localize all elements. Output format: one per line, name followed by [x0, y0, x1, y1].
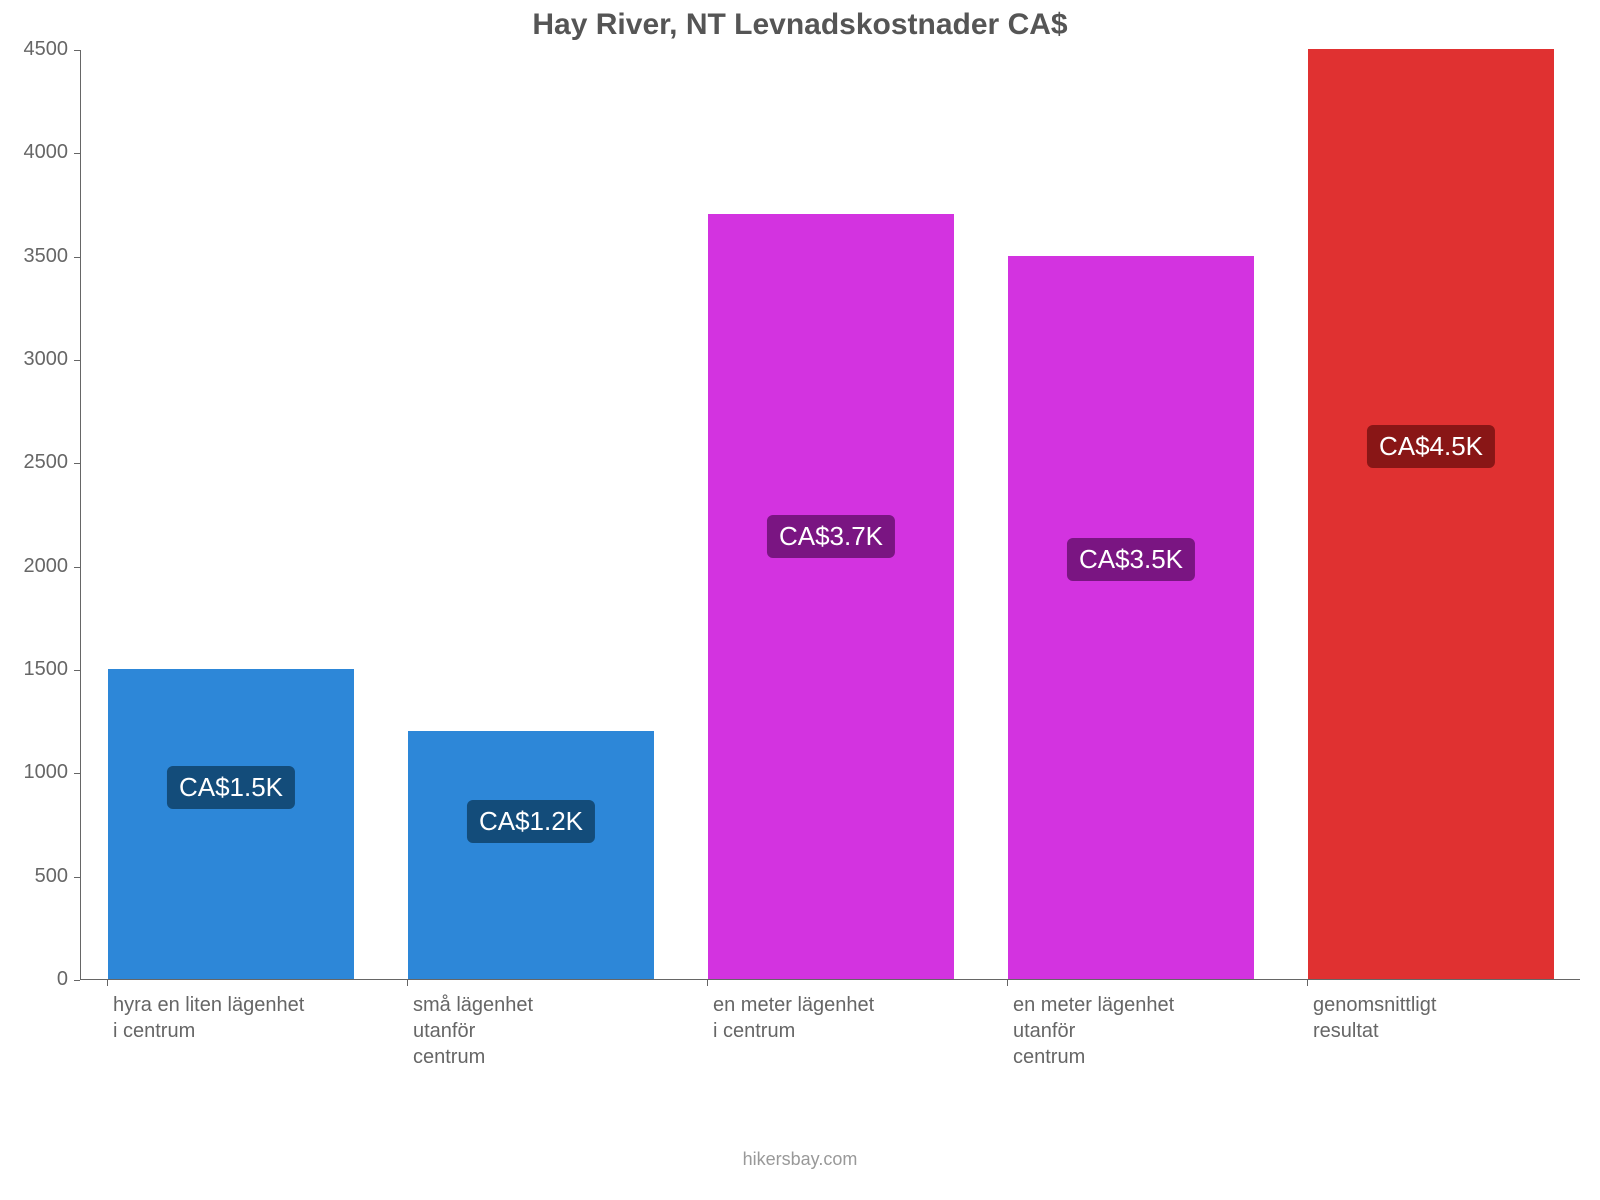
y-tick-mark: [74, 980, 80, 981]
x-axis-label-line: i centrum: [113, 1018, 359, 1044]
bar: [708, 214, 954, 979]
plot-area: CA$1.5K CA$1.2K CA$3.7K CA$3.5K CA$4.5K: [80, 50, 1580, 980]
bar-value-label: CA$1.2K: [467, 800, 595, 843]
y-tick-label: 2500: [0, 451, 68, 474]
x-axis-label-line: hyra en liten lägenhet: [113, 992, 359, 1018]
y-tick-label: 1000: [0, 761, 68, 784]
x-axis-label: små lägenhetutanförcentrum: [413, 992, 659, 1070]
x-axis-label-line: en meter lägenhet: [1013, 992, 1259, 1018]
bar-value-label: CA$3.5K: [1067, 538, 1195, 581]
bar: [1308, 49, 1554, 979]
x-axis-label-line: centrum: [413, 1044, 659, 1070]
x-axis-label: hyra en liten lägenheti centrum: [113, 992, 359, 1044]
y-tick-label: 3500: [0, 245, 68, 268]
y-tick-label: 2000: [0, 555, 68, 578]
x-tick-mark: [1307, 980, 1308, 986]
credit-text: hikersbay.com: [0, 1149, 1600, 1170]
x-axis-label: en meter lägenheti centrum: [713, 992, 959, 1044]
x-axis-label-line: genomsnittligt: [1313, 992, 1559, 1018]
x-axis-label-line: centrum: [1013, 1044, 1259, 1070]
x-tick-mark: [107, 980, 108, 986]
chart-container: Hay River, NT Levnadskostnader CA$ 0 500 1…: [0, 0, 1600, 1200]
bar-value-label: CA$4.5K: [1367, 425, 1495, 468]
x-axis-label: genomsnittligtresultat: [1313, 992, 1559, 1044]
x-tick-mark: [407, 980, 408, 986]
x-tick-mark: [707, 980, 708, 986]
y-tick-label: 4500: [0, 38, 68, 61]
bar: [408, 731, 654, 979]
bar-value-label: CA$1.5K: [167, 766, 295, 809]
y-tick-label: 3000: [0, 348, 68, 371]
y-tick-label: 4000: [0, 141, 68, 164]
x-axis-label-line: utanför: [1013, 1018, 1259, 1044]
bar-value-label: CA$3.7K: [767, 515, 895, 558]
x-axis-label: en meter lägenhetutanförcentrum: [1013, 992, 1259, 1070]
bar: [1008, 256, 1254, 979]
x-tick-mark: [1007, 980, 1008, 986]
x-axis-label-line: en meter lägenhet: [713, 992, 959, 1018]
x-axis-label-line: små lägenhet: [413, 992, 659, 1018]
x-axis-label-line: utanför: [413, 1018, 659, 1044]
y-tick-label: 0: [0, 968, 68, 991]
chart-title: Hay River, NT Levnadskostnader CA$: [0, 8, 1600, 42]
bar: [108, 669, 354, 979]
y-tick-label: 500: [0, 865, 68, 888]
y-tick-label: 1500: [0, 658, 68, 681]
x-axis-label-line: i centrum: [713, 1018, 959, 1044]
x-axis-label-line: resultat: [1313, 1018, 1559, 1044]
